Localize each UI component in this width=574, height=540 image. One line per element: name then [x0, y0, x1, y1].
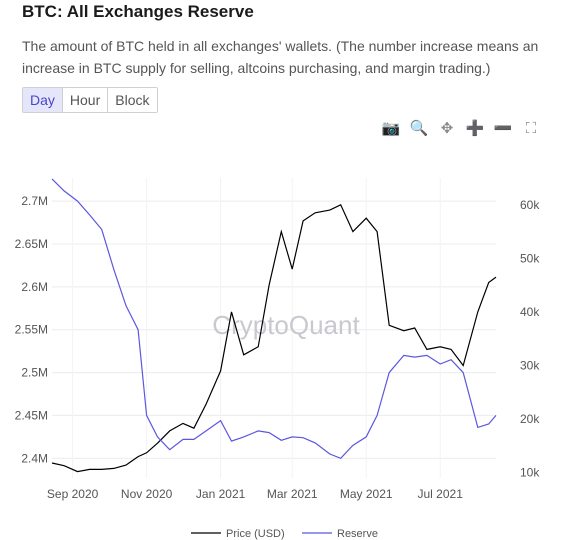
granularity-selector: Day Hour Block — [22, 87, 158, 113]
camera-icon[interactable]: 📷 — [381, 120, 401, 137]
watermark: CryptoQuant — [212, 310, 360, 340]
chart-toolbar: 📷 🔍 ✥ ➕ ➖ ⛶ — [380, 117, 542, 139]
x-tick-label: May 2021 — [340, 487, 393, 501]
series-price-line — [51, 203, 497, 473]
y-right-tick-label: 20k — [520, 412, 540, 426]
x-tick-label: Jan 2021 — [196, 487, 246, 501]
zoom-out-icon[interactable]: ➖ — [493, 120, 513, 137]
y-right-tick-label: 10k — [520, 466, 540, 480]
legend-reserve-label: Reserve — [337, 528, 378, 540]
y-left-tick-label: 2.65M — [15, 237, 48, 251]
series-reserve-line — [51, 178, 497, 460]
y-right-tick-label: 40k — [520, 305, 540, 319]
y-left-tick-label: 2.6M — [21, 280, 48, 294]
y-right-tick-label: 60k — [520, 198, 540, 212]
chart-grid — [52, 178, 496, 478]
page-subtitle: The amount of BTC held in all exchanges'… — [22, 38, 539, 76]
x-tick-label: Jul 2021 — [418, 487, 464, 501]
granularity-hour-button[interactable]: Hour — [63, 88, 109, 112]
y-right-tick-label: 30k — [520, 359, 540, 373]
chart-ticks: 2.4M 2.45M 2.5M 2.55M 2.6M 2.65M 2.7M 10k 20k 30k… — [15, 194, 541, 501]
zoom-in-icon[interactable]: ➕ — [465, 120, 485, 137]
y-left-tick-label: 2.45M — [15, 408, 48, 422]
autoscale-icon[interactable]: ⛶ — [525, 119, 537, 137]
granularity-block-button[interactable]: Block — [115, 92, 150, 108]
y-right-tick-label: 50k — [520, 251, 540, 265]
zoom-icon[interactable]: 🔍 — [409, 120, 429, 137]
granularity-day-button[interactable]: Day — [23, 88, 63, 112]
y-left-tick-label: 2.55M — [15, 323, 48, 337]
y-left-tick-label: 2.7M — [21, 194, 48, 208]
x-tick-label: Sep 2020 — [47, 487, 99, 501]
x-tick-label: Nov 2020 — [121, 487, 173, 501]
pan-icon[interactable]: ✥ — [440, 120, 454, 137]
legend: Price (USD) Reserve — [191, 528, 378, 540]
page-title: BTC: All Exchanges Reserve — [22, 2, 254, 21]
y-left-tick-label: 2.4M — [21, 451, 48, 465]
legend-price-label: Price (USD) — [226, 528, 285, 540]
y-left-tick-label: 2.5M — [21, 366, 48, 380]
x-tick-label: Mar 2021 — [267, 487, 318, 501]
